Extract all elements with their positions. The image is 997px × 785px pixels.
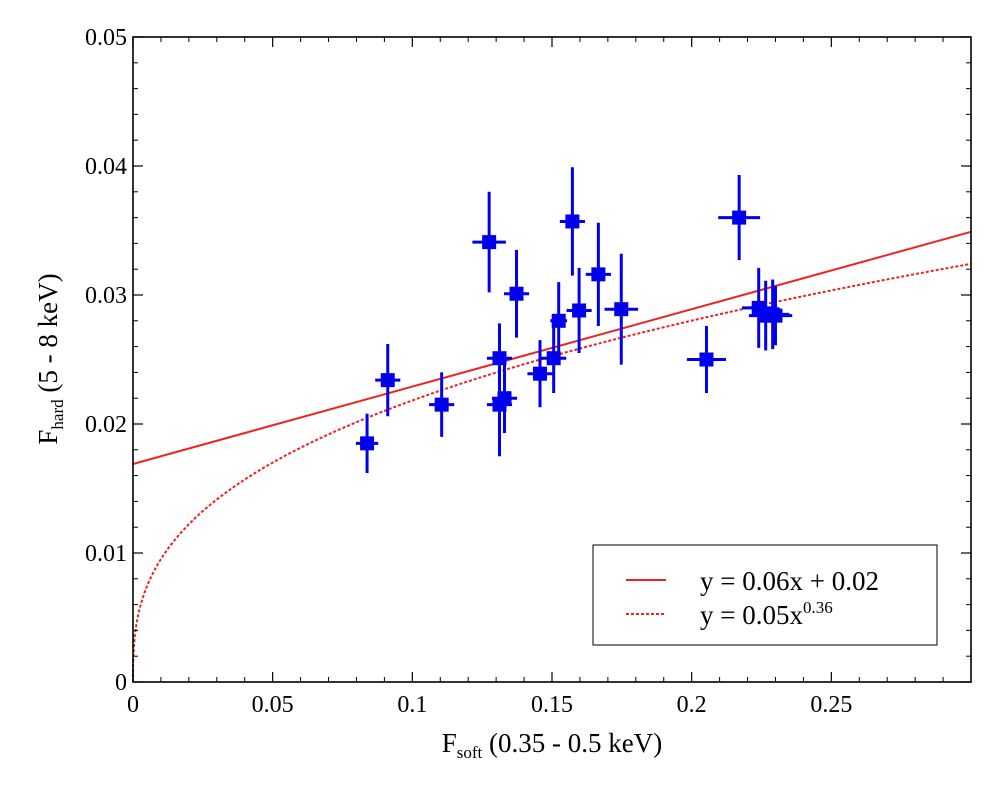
- x-tick-label: 0: [127, 692, 139, 718]
- x-axis-label-main: F: [442, 728, 457, 758]
- data-point: [527, 340, 553, 408]
- point-marker: [614, 302, 629, 317]
- y-tick-label: 0.05: [85, 25, 127, 51]
- y-tick-label: 0.02: [85, 412, 127, 438]
- x-axis-label: Fsoft (0.35 - 0.5 keV): [442, 728, 663, 762]
- legend-label-power: y = 0.05x0.36: [700, 598, 833, 630]
- data-point: [472, 191, 506, 293]
- data-point: [559, 167, 585, 276]
- data-point: [585, 222, 611, 326]
- power-fit-line: [132, 262, 972, 683]
- plot-frame: [132, 36, 972, 683]
- point-marker: [572, 303, 587, 318]
- x-tick-label: 0.2: [677, 692, 707, 718]
- y-axis-label-rest: (5 - 8 keV): [33, 273, 63, 399]
- point-marker: [591, 267, 606, 282]
- x-tick-label: 0.15: [531, 692, 573, 718]
- legend-box: [592, 544, 938, 646]
- legend: y = 0.06x + 0.02 y = 0.05x0.36: [592, 544, 938, 646]
- point-marker: [768, 308, 783, 323]
- data-point: [550, 282, 568, 360]
- point-marker: [532, 366, 547, 381]
- linear-fit-line: [132, 230, 972, 465]
- data-point: [355, 413, 379, 474]
- data-point: [375, 344, 401, 417]
- point-marker: [482, 235, 497, 250]
- point-marker: [565, 214, 580, 229]
- point-marker: [380, 373, 395, 388]
- data-points: [355, 167, 793, 474]
- data-point: [541, 323, 567, 394]
- y-tick-label: 0.01: [85, 541, 127, 567]
- point-marker: [497, 391, 512, 406]
- data-point: [758, 285, 793, 346]
- y-axis-label: Fhard (5 - 8 keV): [33, 273, 67, 444]
- x-tick-label: 0.1: [397, 692, 427, 718]
- x-tick-label: 0.25: [810, 692, 852, 718]
- point-marker: [434, 397, 449, 412]
- point-marker: [360, 436, 375, 451]
- data-point: [718, 175, 761, 261]
- fit-lines: [132, 230, 972, 683]
- data-point: [503, 249, 530, 338]
- point-marker: [732, 210, 747, 225]
- tick-labels: 0 0.05 0.1 0.15 0.2 0.25 0 0.01 0.02 0.03 0.04 0.05: [85, 25, 852, 718]
- x-tick-label: 0.05: [252, 692, 294, 718]
- y-tick-label: 0.04: [85, 154, 127, 180]
- x-axis-label-rest: (0.35 - 0.5 keV): [482, 728, 662, 758]
- point-marker: [546, 351, 561, 366]
- point-marker: [509, 286, 524, 301]
- y-tick-label: 0: [115, 670, 127, 696]
- data-point: [566, 267, 592, 354]
- y-tick-label: 0.03: [85, 283, 127, 309]
- legend-label-linear: y = 0.06x + 0.02: [700, 566, 879, 596]
- point-marker: [551, 313, 566, 328]
- point-marker: [699, 352, 714, 367]
- data-point: [604, 253, 639, 365]
- data-point: [491, 363, 518, 434]
- x-axis-label-sub: soft: [457, 743, 483, 762]
- y-axis-label-sub: hard: [48, 399, 67, 430]
- y-axis-label-main: F: [33, 430, 63, 445]
- data-point: [429, 372, 455, 437]
- data-point: [686, 325, 727, 394]
